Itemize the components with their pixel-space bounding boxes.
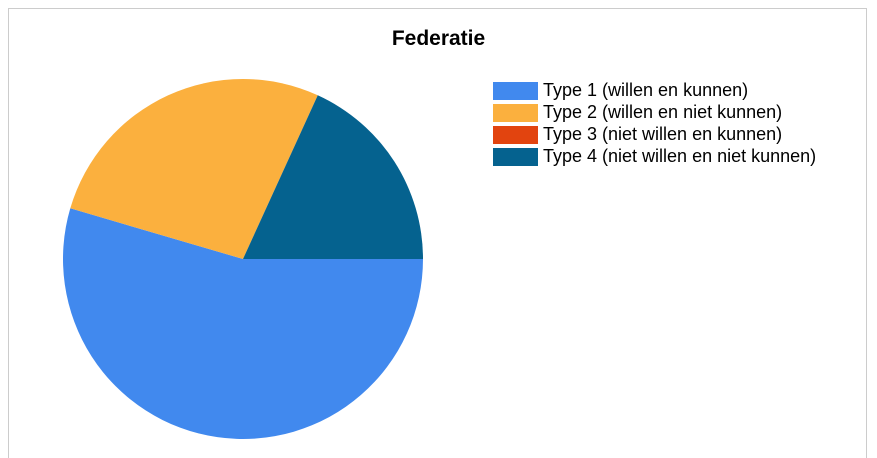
chart-title: Federatie bbox=[391, 27, 486, 50]
legend-item: Type 2 (willen en niet kunnen) bbox=[493, 102, 833, 122]
chart-frame bbox=[8, 8, 867, 458]
pie-slice bbox=[63, 208, 424, 439]
legend-label: Type 1 (willen en kunnen) bbox=[543, 80, 749, 100]
legend-swatch bbox=[493, 126, 538, 144]
legend-swatch bbox=[493, 104, 538, 122]
legend-item: Type 1 (willen en kunnen) bbox=[493, 80, 833, 100]
pie-slice bbox=[243, 95, 423, 260]
legend: Type 1 (willen en kunnen) Type 2 (willen … bbox=[493, 80, 833, 168]
legend-label: Type 4 (niet willen en niet kunnen) bbox=[543, 146, 817, 166]
pie-slice bbox=[70, 79, 318, 259]
legend-item: Type 3 (niet willen en kunnen) bbox=[493, 124, 833, 144]
legend-swatch bbox=[493, 82, 538, 100]
legend-label: Type 3 (niet willen en kunnen) bbox=[543, 124, 783, 144]
legend-item: Type 4 (niet willen en niet kunnen) bbox=[493, 146, 833, 166]
legend-swatch bbox=[493, 148, 538, 166]
legend-label: Type 2 (willen en niet kunnen) bbox=[543, 102, 783, 122]
